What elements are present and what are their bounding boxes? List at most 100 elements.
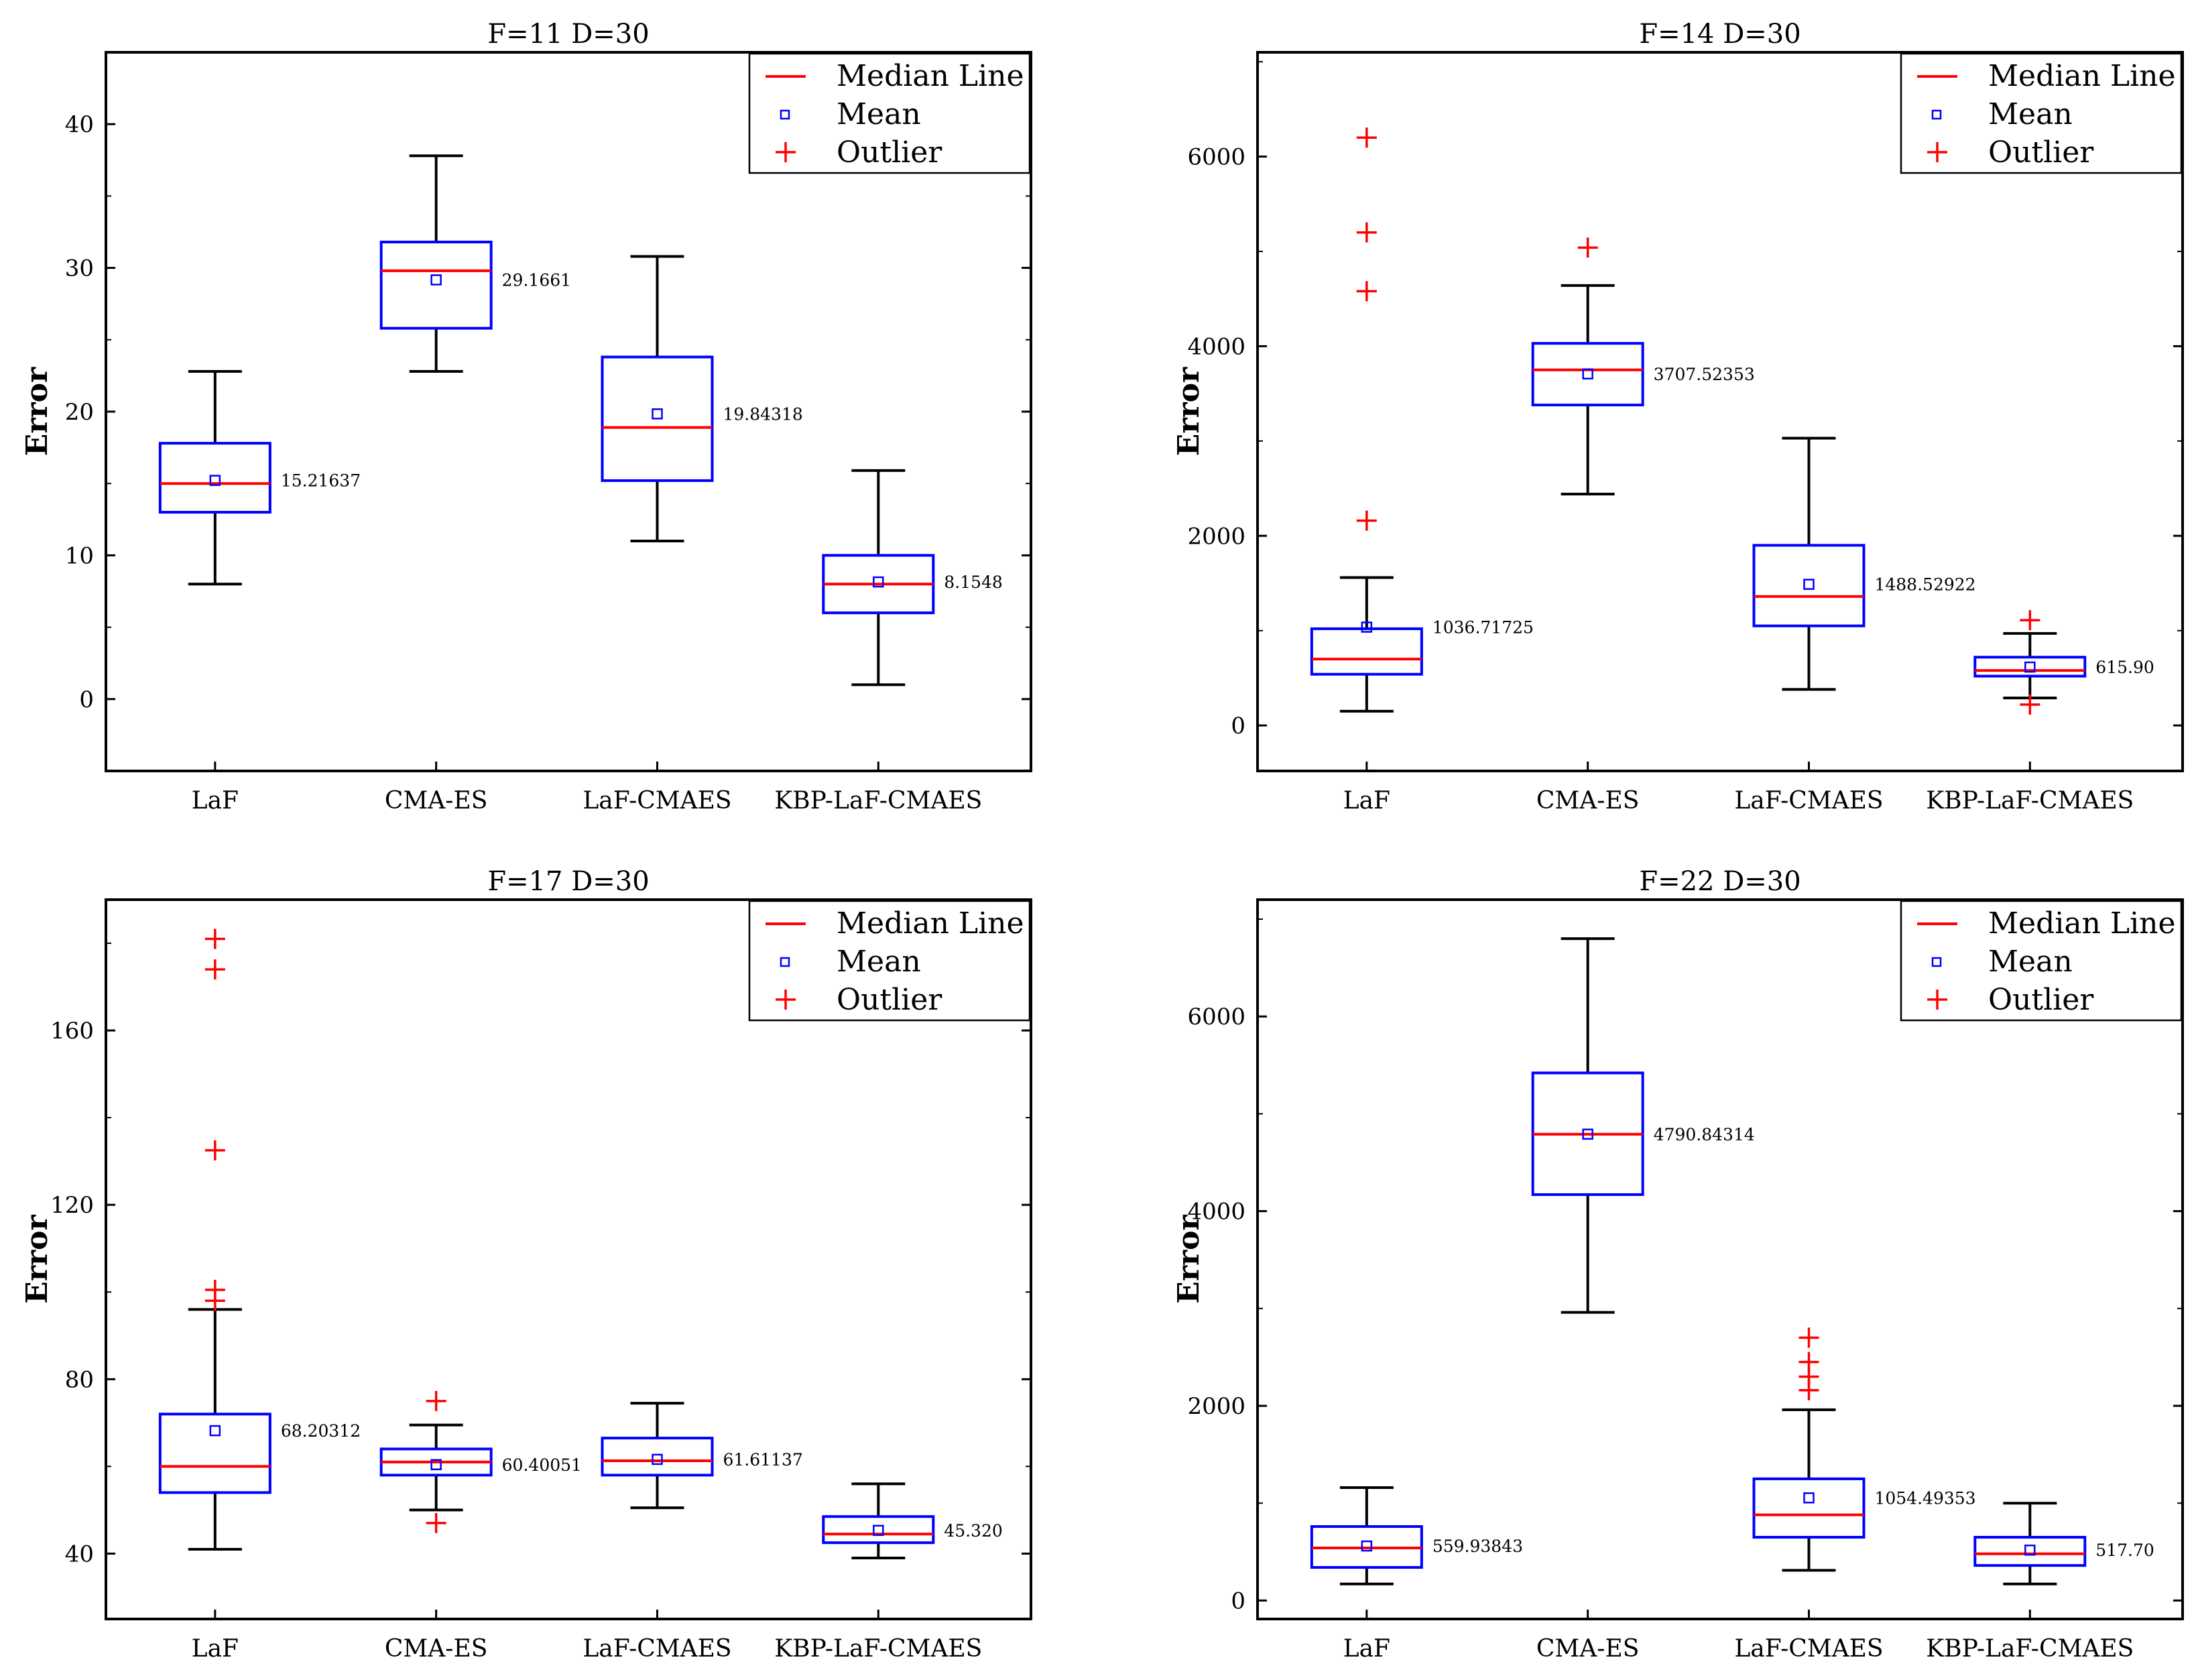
y-tick-label: 10	[65, 542, 94, 569]
x-tick-label: LaF-CMAES	[583, 787, 731, 815]
y-tick-label: 0	[1231, 713, 1245, 739]
mean-value-label: 3707.52353	[1654, 365, 1755, 384]
box-cma-es: 29.1661	[379, 154, 571, 373]
outlier-marker	[426, 1512, 446, 1533]
outlier-marker	[1356, 281, 1377, 302]
outlier-marker	[204, 1280, 225, 1301]
legend-outlier-label: Outlier	[837, 135, 942, 170]
mean-marker	[652, 1453, 663, 1465]
iqr-box	[601, 1437, 714, 1477]
mean-value-label: 1488.52922	[1874, 575, 1975, 595]
legend-outlier-label: Outlier	[837, 983, 942, 1017]
y-tick-label: 80	[65, 1366, 94, 1393]
legend-outlier-label: Outlier	[1988, 983, 2094, 1017]
x-tick-label: LaF	[1343, 1635, 1390, 1663]
outlier-marker	[2020, 695, 2040, 715]
mean-value-label: 61.61137	[723, 1450, 802, 1469]
y-tick-label: 40	[65, 111, 94, 138]
mean-marker	[2024, 1544, 2036, 1556]
x-tick-label: CMA-ES	[385, 1635, 488, 1663]
legend-median-label: Median Line	[1988, 906, 2176, 941]
legend: Median Line Mean Outlier	[748, 900, 1031, 1022]
legend-box	[1900, 52, 2183, 174]
y-tick-label: 2000	[1187, 1393, 1245, 1420]
box-kbp-laf-cmaes: 615.90	[1973, 610, 2154, 715]
chart-panel-4: F=22 D=30 Error 0 2000 4000 6000 LaF CMA-ES LaF-…	[1172, 866, 2184, 1663]
y-tick-label: 6000	[1187, 144, 1245, 171]
outlier-marker	[204, 1140, 225, 1160]
plot-frame	[1256, 898, 2184, 1620]
chart-title: F=11 D=30	[487, 19, 649, 50]
y-tick-label: 0	[79, 686, 94, 713]
legend-mean-swatch	[780, 957, 790, 967]
mean-marker	[1582, 1128, 1593, 1140]
chart-panel-1: F=11 D=30 Error 0 10 20 30 40 LaF CMA-ES LaF-CMAE…	[20, 19, 1032, 815]
y-tick-label: 0	[1231, 1587, 1245, 1614]
outlier-marker	[1798, 1352, 1819, 1372]
box-cma-es: 60.40051	[379, 1390, 582, 1533]
plot-area: 68.20312 60.40051 61.61137 45.320	[158, 928, 1003, 1559]
mean-marker	[1361, 621, 1373, 633]
mean-marker	[873, 1524, 884, 1537]
mean-marker	[430, 274, 442, 286]
legend-mean-swatch	[1931, 957, 1942, 967]
legend-median-label: Median Line	[1988, 59, 2176, 93]
chart-panel-3: F=17 D=30 Error 40 80 120 160 LaF CMA-ES LaF-CMA…	[20, 866, 1032, 1663]
legend-outlier-label: Outlier	[1988, 135, 2094, 170]
x-tick-label: CMA-ES	[385, 787, 488, 815]
x-tick-label: LaF-CMAES	[1734, 1635, 1883, 1663]
legend-median-label: Median Line	[837, 59, 1024, 93]
mean-value-label: 517.70	[2095, 1541, 2154, 1560]
mean-value-label: 1054.49353	[1874, 1488, 1975, 1508]
plot-area: 559.93843 4790.84314 1054.49353 517.70	[1310, 937, 2154, 1585]
legend-mean-label: Mean	[1988, 97, 2073, 131]
iqr-box	[158, 1413, 271, 1494]
y-tick-label: 4000	[1187, 333, 1245, 360]
box-kbp-laf-cmaes: 45.320	[822, 1482, 1003, 1559]
iqr-box	[1752, 1477, 1866, 1539]
mean-marker	[1361, 1540, 1373, 1552]
x-tick-label: KBP-LaF-CMAES	[1926, 1635, 2134, 1663]
box-laf: 1036.71725	[1310, 127, 1534, 713]
iqr-box	[822, 1515, 935, 1545]
box-laf-cmaes: 19.84318	[601, 255, 803, 542]
mean-marker	[209, 1425, 221, 1437]
iqr-box	[158, 442, 271, 514]
box-cma-es: 3707.52353	[1531, 237, 1755, 496]
x-tick-label: CMA-ES	[1536, 1635, 1640, 1663]
plot-area: 1036.71725 3707.52353 1488.52922 615.90	[1310, 127, 2154, 715]
x-tick-label: KBP-LaF-CMAES	[1926, 787, 2134, 815]
y-tick-label: 160	[50, 1018, 94, 1044]
y-axis-label: Error	[20, 1214, 54, 1303]
mean-marker	[1803, 579, 1815, 590]
iqr-box	[1752, 544, 1866, 627]
chart-panel-2: F=14 D=30 Error 0 2000 4000 6000 LaF CMA-ES LaF-…	[1172, 19, 2184, 815]
mean-value-label: 45.320	[944, 1521, 1002, 1541]
box-kbp-laf-cmaes: 8.1548	[822, 469, 1003, 686]
mean-value-label: 1036.71725	[1432, 617, 1534, 637]
mean-marker	[1803, 1492, 1815, 1504]
chart-title: F=22 D=30	[1639, 866, 1801, 897]
mean-marker	[2024, 661, 2036, 673]
legend-box	[748, 52, 1031, 174]
x-tick-label: KBP-LaF-CMAES	[774, 787, 982, 815]
legend-box	[1900, 900, 2183, 1022]
mean-value-label: 19.84318	[723, 404, 802, 424]
box-laf-cmaes: 61.61137	[601, 1402, 803, 1510]
chart-title: F=17 D=30	[487, 866, 649, 897]
legend-mean-swatch	[1931, 109, 1942, 120]
legend-box	[748, 900, 1031, 1022]
mean-value-label: 615.90	[2095, 658, 2154, 677]
outlier-marker	[1356, 222, 1377, 243]
y-tick-label: 120	[50, 1192, 94, 1219]
box-laf-cmaes: 1488.52922	[1752, 436, 1976, 691]
x-tick-label: CMA-ES	[1536, 787, 1640, 815]
legend: Median Line Mean Outlier	[1900, 900, 2183, 1022]
iqr-box	[1310, 627, 1423, 676]
mean-marker	[652, 408, 663, 420]
iqr-box	[1973, 1536, 2087, 1567]
x-tick-label: LaF	[192, 1635, 239, 1663]
y-tick-label: 30	[65, 255, 94, 282]
mean-marker	[873, 576, 884, 588]
chart-title: F=14 D=30	[1639, 19, 1801, 50]
